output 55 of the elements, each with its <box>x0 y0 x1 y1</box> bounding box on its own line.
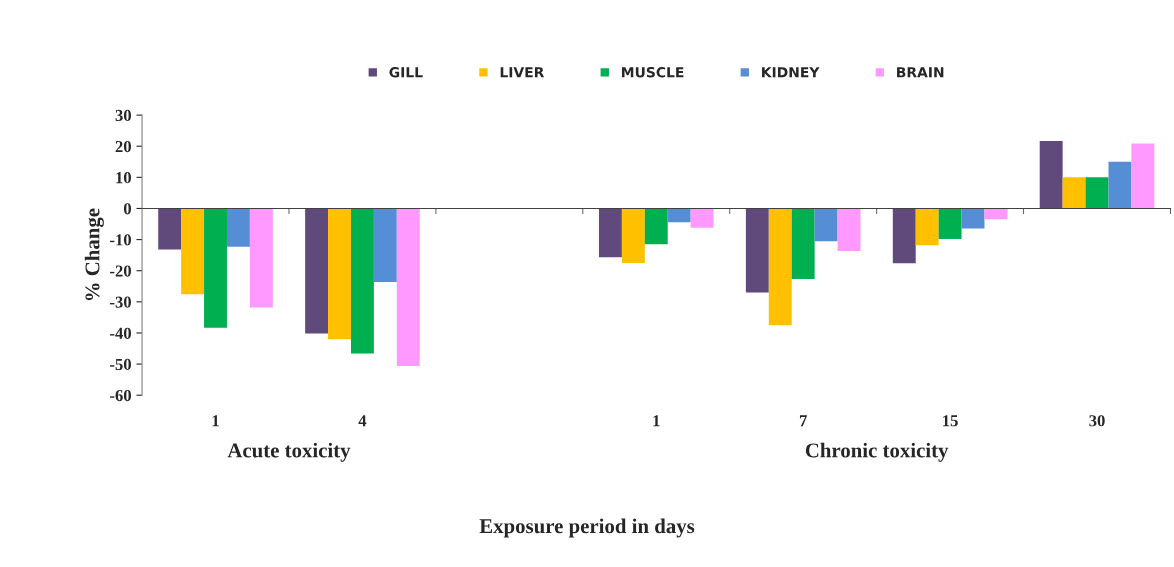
bar <box>644 208 668 245</box>
y-tick-label: -60 <box>110 389 131 402</box>
bar <box>1062 177 1086 209</box>
x-tick-label: 1 <box>212 415 219 427</box>
bar <box>305 208 329 334</box>
bar <box>226 208 250 247</box>
bar <box>1085 177 1109 209</box>
y-tick-label: -30 <box>110 296 131 308</box>
legend-label: GILL <box>389 67 423 78</box>
legend-label: KIDNEY <box>762 67 820 78</box>
x-tick-label: 1 <box>653 415 660 427</box>
bar <box>328 208 351 340</box>
x-tick-label: 4 <box>358 415 367 427</box>
bar <box>249 208 273 308</box>
bar <box>791 208 815 280</box>
legend-label: BRAIN <box>897 67 944 78</box>
bar <box>1039 140 1063 209</box>
x-tick-label: 15 <box>943 415 958 427</box>
bar <box>690 208 714 228</box>
x-axis-title: Exposure period in days <box>479 518 695 538</box>
y-tick-label: 30 <box>115 109 131 122</box>
y-tick-label: 20 <box>115 140 131 153</box>
x-tick-label: 7 <box>799 415 807 427</box>
text: Chronic toxicity <box>805 442 949 462</box>
legend-label: LIVER <box>500 67 545 78</box>
bar <box>373 208 397 282</box>
bar <box>892 208 916 264</box>
y-axis-title: % Change <box>84 208 104 301</box>
bar <box>396 208 420 366</box>
bar <box>837 208 861 252</box>
y-tick-label: -50 <box>110 358 131 371</box>
y-tick-label: -20 <box>110 265 131 277</box>
bar <box>621 208 645 263</box>
bar <box>984 208 1008 220</box>
x-tick-label: 30 <box>1089 415 1105 427</box>
bar <box>181 208 205 295</box>
bar <box>768 208 792 326</box>
bar <box>915 208 939 246</box>
y-tick-label: -10 <box>110 234 131 246</box>
bar <box>158 208 182 250</box>
bar <box>667 208 691 223</box>
text: Acute toxicity <box>227 442 351 462</box>
bar <box>745 208 769 293</box>
y-tick-label: 0 <box>123 203 131 215</box>
bar <box>350 208 374 354</box>
bar <box>204 208 227 328</box>
bar <box>1131 143 1155 209</box>
bar <box>1108 161 1132 209</box>
legend-label: MUSCLE <box>622 67 684 78</box>
y-tick-label: 10 <box>116 172 131 184</box>
bar <box>938 208 962 239</box>
bar <box>961 208 985 229</box>
bar <box>598 208 622 258</box>
bar <box>814 208 838 242</box>
y-tick-label: -40 <box>110 327 131 339</box>
